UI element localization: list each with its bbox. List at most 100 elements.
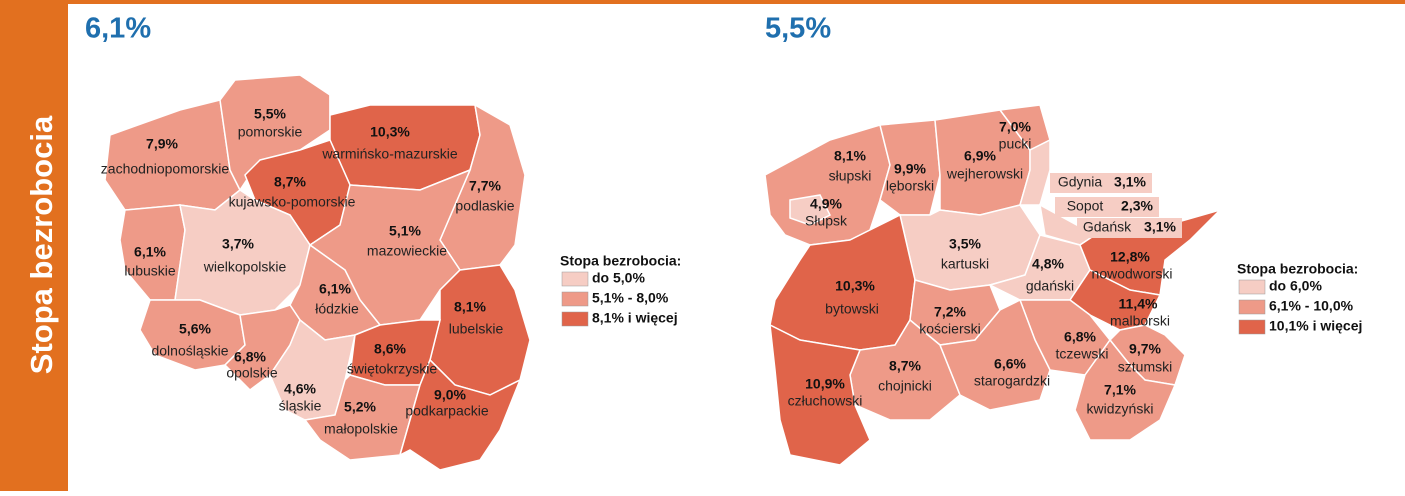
- region-value: 8,1%: [454, 299, 486, 315]
- legend-swatch: [1238, 279, 1266, 295]
- region-name: wielkopolskie: [203, 259, 287, 275]
- region-name: mazowieckie: [367, 243, 447, 259]
- region-name: łódzkie: [315, 301, 359, 317]
- legend-label: 5,1% - 8,0%: [592, 290, 669, 306]
- legend-label: 8,1% i więcej: [592, 310, 678, 326]
- legend-label: 6,1% - 10,0%: [1269, 298, 1354, 314]
- region-name: dolnośląskie: [151, 343, 228, 359]
- region-name: Gdańsk: [1083, 219, 1132, 235]
- region-name: Słupsk: [805, 213, 848, 229]
- region-value: 8,7%: [889, 358, 921, 374]
- region-value: 7,9%: [146, 136, 178, 152]
- region-value: 6,1%: [319, 281, 351, 297]
- region-name: pomorskie: [238, 124, 303, 140]
- region-value: 3,1%: [1114, 174, 1146, 190]
- region-value: 10,3%: [370, 124, 410, 140]
- map: 5,5% 8,1% słupski 4,9%Słupsk 9,9%lęborski 6,9…: [764, 13, 1362, 466]
- region-name: lęborski: [886, 178, 934, 194]
- region-name: podlaskie: [455, 198, 514, 214]
- region-value: 5,2%: [344, 399, 376, 415]
- region-name: kościerski: [919, 321, 980, 337]
- region-value: 10,9%: [805, 376, 845, 392]
- city-label-bg: [1050, 173, 1152, 193]
- region-name: nowodworski: [1092, 266, 1173, 282]
- region-name: tczewski: [1056, 346, 1109, 362]
- region-name: warmińsko-mazurskie: [321, 146, 458, 162]
- labels: 7,9% zachodniopomorskie 5,5% pomorskie 10,3%…: [101, 106, 515, 437]
- region-value: 3,5%: [949, 236, 981, 252]
- region-value: 9,7%: [1129, 341, 1161, 357]
- region-name: człuchowski: [788, 393, 863, 409]
- region-name: kartuski: [941, 256, 989, 272]
- region: [104, 99, 241, 211]
- city-label-bg: [1055, 197, 1159, 217]
- region-value: 9,9%: [894, 161, 926, 177]
- region-name: Sopot: [1067, 198, 1104, 214]
- map: 6,1% 7,9% zachodniopomorskie 5,5% pomorskie 1…: [85, 13, 681, 471]
- sidebar-title: Stopa bezrobocia: [24, 115, 59, 374]
- region-value: 7,0%: [999, 119, 1031, 135]
- regions: [764, 104, 1223, 466]
- region-value: 8,1%: [834, 148, 866, 164]
- region-value: 6,8%: [1064, 329, 1096, 345]
- legend: Stopa bezrobocia:do 6,0% 6,1% - 10,0% 10,1…: [1237, 261, 1362, 335]
- legend-swatch: [561, 291, 589, 307]
- region-name: podkarpackie: [405, 403, 488, 419]
- region-value: 11,4%: [1119, 296, 1158, 312]
- region-value: 7,7%: [469, 178, 501, 194]
- region-value: 3,7%: [222, 236, 254, 252]
- region-value: 4,9%: [810, 196, 842, 212]
- region-name: opolskie: [226, 365, 278, 381]
- region-value: 3,1%: [1144, 219, 1176, 235]
- region-name: zachodniopomorskie: [101, 161, 230, 177]
- region-value: 4,6%: [284, 381, 316, 397]
- region-value: 6,1%: [134, 244, 166, 260]
- legend-swatch: [1238, 319, 1266, 335]
- region-name: malborski: [1110, 313, 1170, 329]
- legend-label: 10,1% i więcej: [1269, 318, 1362, 334]
- region: [769, 323, 871, 466]
- sidebar: [0, 0, 68, 491]
- region-name: sztumski: [1118, 359, 1172, 375]
- region-value: 10,3%: [835, 278, 875, 294]
- region-value: 5,5%: [254, 106, 286, 122]
- headline: 6,1%: [85, 13, 151, 45]
- legend-swatch: [561, 271, 589, 287]
- region-value: 8,7%: [274, 174, 306, 190]
- region-value: 7,2%: [934, 304, 966, 320]
- region-value: 6,8%: [234, 349, 266, 365]
- region-name: kujawsko-pomorskie: [229, 194, 356, 210]
- region-value: 2,3%: [1121, 198, 1153, 214]
- legend-title: Stopa bezrobocia:: [1237, 261, 1358, 277]
- top-bar: [0, 0, 1405, 4]
- maps: 6,1% 7,9% zachodniopomorskie 5,5% pomorskie 1…: [85, 13, 1362, 471]
- legend-label: do 6,0%: [1269, 278, 1322, 294]
- region: [1074, 338, 1177, 441]
- region-name: świętokrzyskie: [347, 361, 437, 377]
- legend-swatch: [1238, 299, 1266, 315]
- region: [789, 194, 832, 226]
- region-value: 5,6%: [179, 321, 211, 337]
- legend: Stopa bezrobocia:do 5,0% 5,1% - 8,0% 8,1% …: [560, 253, 681, 327]
- legend-label: do 5,0%: [592, 270, 645, 286]
- city-label-bg: [1077, 218, 1182, 238]
- region: [398, 358, 522, 471]
- region-value: 5,1%: [389, 223, 421, 239]
- legend-swatch: [561, 311, 589, 327]
- region-name: wejherowski: [946, 166, 1023, 182]
- region-name: chojnicki: [878, 378, 932, 394]
- region-name: kwidzyński: [1087, 401, 1154, 417]
- region: [938, 298, 1051, 411]
- region: [219, 74, 331, 192]
- region-name: śląskie: [279, 398, 322, 414]
- labels: 8,1% słupski 4,9%Słupsk 9,9%lęborski 6,9% wej…: [788, 119, 1182, 417]
- region-value: 9,0%: [434, 387, 466, 403]
- region-value: 6,6%: [994, 356, 1026, 372]
- region-value: 4,8%: [1032, 256, 1064, 272]
- regions: [104, 74, 531, 471]
- region-name: małopolskie: [324, 421, 398, 437]
- legend-title: Stopa bezrobocia:: [560, 253, 681, 269]
- region-name: słupski: [829, 168, 872, 184]
- region-name: lubuskie: [124, 263, 176, 279]
